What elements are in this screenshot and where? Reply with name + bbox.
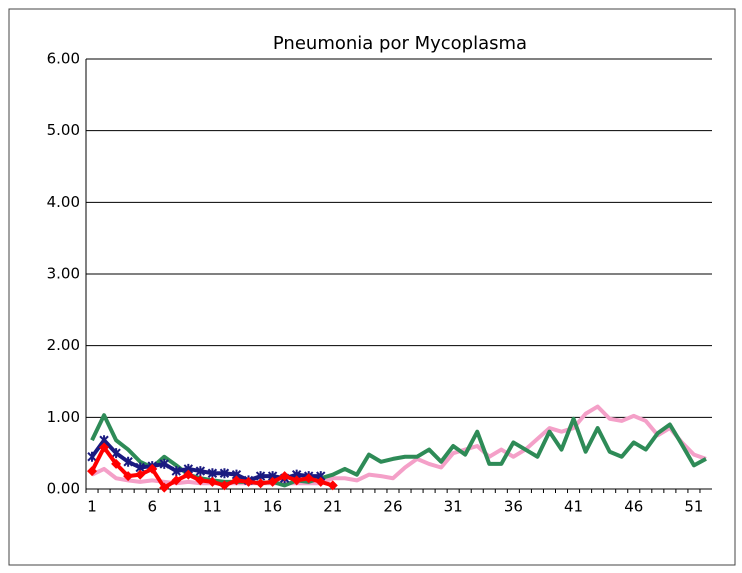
- x-tick-label: 51: [684, 498, 703, 516]
- chart-frame: [8, 8, 736, 566]
- x-tick-label: 41: [564, 498, 583, 516]
- marker: [255, 478, 266, 489]
- marker: [123, 456, 133, 467]
- marker: [159, 458, 169, 469]
- marker: [87, 451, 97, 462]
- marker: [171, 475, 182, 486]
- marker: [267, 476, 278, 487]
- y-tick-label: 2.00: [47, 336, 80, 354]
- marker: [327, 480, 338, 491]
- marker: [111, 448, 121, 459]
- marker: [111, 458, 122, 469]
- x-tick-label: 36: [504, 498, 523, 516]
- x-tick-label: 6: [147, 498, 157, 516]
- marker: [207, 468, 218, 479]
- marker: [195, 466, 206, 477]
- marker: [195, 475, 206, 486]
- marker: [123, 471, 134, 482]
- marker: [219, 468, 230, 479]
- x-tick-label: 11: [203, 498, 222, 516]
- y-tick-label: 3.00: [47, 265, 80, 283]
- marker: [291, 475, 302, 486]
- series-line: [91, 404, 707, 486]
- marker: [99, 442, 110, 453]
- marker: [171, 466, 181, 477]
- y-tick-label: 1.00: [47, 408, 80, 426]
- marker: [147, 463, 158, 474]
- x-tick-label: 31: [444, 498, 463, 516]
- marker: [207, 476, 218, 487]
- marker: [183, 469, 194, 480]
- y-tick-label: 4.00: [47, 193, 80, 211]
- x-tick-label: 46: [624, 498, 643, 516]
- marker: [219, 480, 230, 491]
- x-tick-label: 16: [263, 498, 282, 516]
- marker: [135, 469, 146, 480]
- x-tick-label: 26: [383, 498, 402, 516]
- x-tick-label: 1: [87, 498, 97, 516]
- y-tick-label: 0.00: [47, 480, 80, 498]
- x-tick-label: 21: [323, 498, 342, 516]
- marker: [315, 476, 326, 487]
- marker: [87, 466, 98, 477]
- y-tick-label: 6.00: [47, 50, 80, 68]
- marker: [303, 473, 314, 484]
- marker: [231, 475, 242, 486]
- y-tick-label: 5.00: [47, 121, 80, 139]
- marker: [159, 482, 170, 493]
- chart-title: Pneumonia por Mycoplasma: [273, 33, 527, 54]
- marker: [243, 476, 254, 487]
- marker: [279, 471, 290, 482]
